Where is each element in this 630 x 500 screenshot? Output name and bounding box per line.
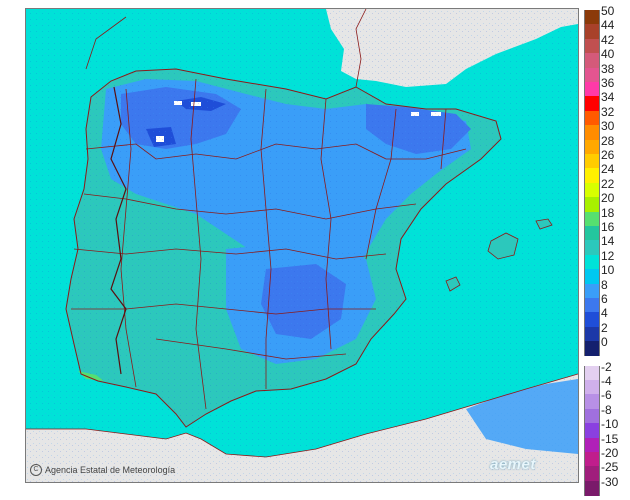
legend-swatch-26 — [584, 154, 600, 169]
legend-label--30: -30 — [601, 474, 619, 489]
legend-swatch--6 — [584, 394, 600, 410]
legend-swatch-32 — [584, 110, 600, 126]
legend-swatch-2 — [584, 326, 600, 342]
legend-swatch-18 — [584, 211, 600, 227]
legend-swatch-30 — [584, 125, 600, 141]
legend-label-18: 18 — [601, 205, 615, 220]
legend-swatch-10 — [584, 269, 600, 285]
legend-label-14: 14 — [601, 234, 615, 249]
legend-label-30: 30 — [601, 119, 615, 134]
legend-label-40: 40 — [601, 47, 615, 62]
legend-label--4: -4 — [601, 374, 612, 388]
legend-label--25: -25 — [601, 460, 619, 475]
legend-label-24: 24 — [601, 162, 615, 177]
legend-label--10: -10 — [601, 417, 619, 432]
legend-swatch-20 — [584, 197, 600, 213]
legend-label-8: 8 — [601, 277, 608, 292]
legend-label-0: 0 — [601, 335, 608, 350]
legend-label--20: -20 — [601, 446, 619, 460]
legend-swatch-22 — [584, 182, 600, 198]
legend-label-32: 32 — [601, 104, 615, 119]
legend-swatch-34 — [584, 96, 600, 112]
legend-swatch--4 — [584, 380, 600, 395]
legend-label-10: 10 — [601, 263, 615, 278]
map-canvas — [26, 9, 578, 482]
legend-label-38: 38 — [601, 61, 615, 76]
credit-text: Agencia Estatal de Meteorología — [45, 465, 176, 475]
aemet-logo: aemet — [490, 456, 536, 473]
legend-label-4: 4 — [601, 306, 608, 321]
legend-label-2: 2 — [601, 320, 608, 335]
credit-line: C Agencia Estatal de Meteorología — [30, 464, 175, 476]
legend-swatch-44 — [584, 24, 600, 40]
warm-coast-huelva — [78, 371, 104, 381]
legend-swatch--25 — [584, 466, 600, 482]
legend-swatch-42 — [584, 38, 600, 54]
legend-label-12: 12 — [601, 248, 615, 263]
legend-label-34: 34 — [601, 90, 615, 105]
legend-swatch-36 — [584, 82, 600, 97]
north-africa-coastline — [26, 373, 578, 458]
legend-label-50: 50 — [601, 4, 615, 18]
atlas-cold-region — [466, 379, 578, 454]
legend-label--2: -2 — [601, 359, 612, 374]
legend-label--8: -8 — [601, 402, 612, 417]
portugal-border — [110, 86, 127, 375]
legend-swatch-6 — [584, 298, 600, 313]
legend-label-26: 26 — [601, 148, 615, 162]
temperature-legend: 50 44 42 40 38 36 34 32 30 28 26 24 22 20 18 16 14 12 10 8 6… — [582, 5, 630, 496]
legend-label-44: 44 — [601, 18, 615, 33]
legend-swatch-38 — [584, 67, 600, 83]
legend-label-36: 36 — [601, 76, 615, 90]
legend-swatch-12 — [584, 254, 600, 270]
legend-swatch-8 — [584, 283, 600, 299]
legend-swatch-24 — [584, 168, 600, 184]
legend-swatch-14 — [584, 240, 600, 256]
copyright-icon: C — [30, 464, 42, 476]
legend-swatch-0 — [584, 341, 600, 357]
legend-swatch--8 — [584, 408, 600, 424]
legend-label-28: 28 — [601, 133, 615, 148]
temperature-map — [25, 8, 579, 483]
legend-swatch--2 — [584, 365, 600, 381]
legend-swatch-28 — [584, 139, 600, 155]
legend-swatch-16 — [584, 226, 600, 241]
menorca-island — [535, 218, 553, 230]
legend-swatch--30 — [584, 480, 600, 496]
legend-label-22: 22 — [601, 176, 615, 191]
legend-swatch-50 — [584, 10, 600, 25]
legend-label--15: -15 — [601, 431, 619, 446]
legend-swatch--10 — [584, 423, 600, 439]
legend-label-20: 20 — [601, 191, 615, 206]
legend-swatch-40 — [584, 53, 600, 69]
legend-swatch-4 — [584, 312, 600, 328]
legend-label-16: 16 — [601, 220, 615, 234]
iberia-coastline — [65, 68, 502, 428]
legend-label-42: 42 — [601, 32, 615, 47]
legend-swatch--20 — [584, 452, 600, 467]
mallorca-island — [487, 232, 519, 260]
ibiza-island — [445, 276, 461, 292]
legend-swatch--15 — [584, 437, 600, 453]
province-borders — [71, 9, 467, 410]
legend-label-6: 6 — [601, 292, 608, 306]
legend-label--6: -6 — [601, 388, 612, 403]
